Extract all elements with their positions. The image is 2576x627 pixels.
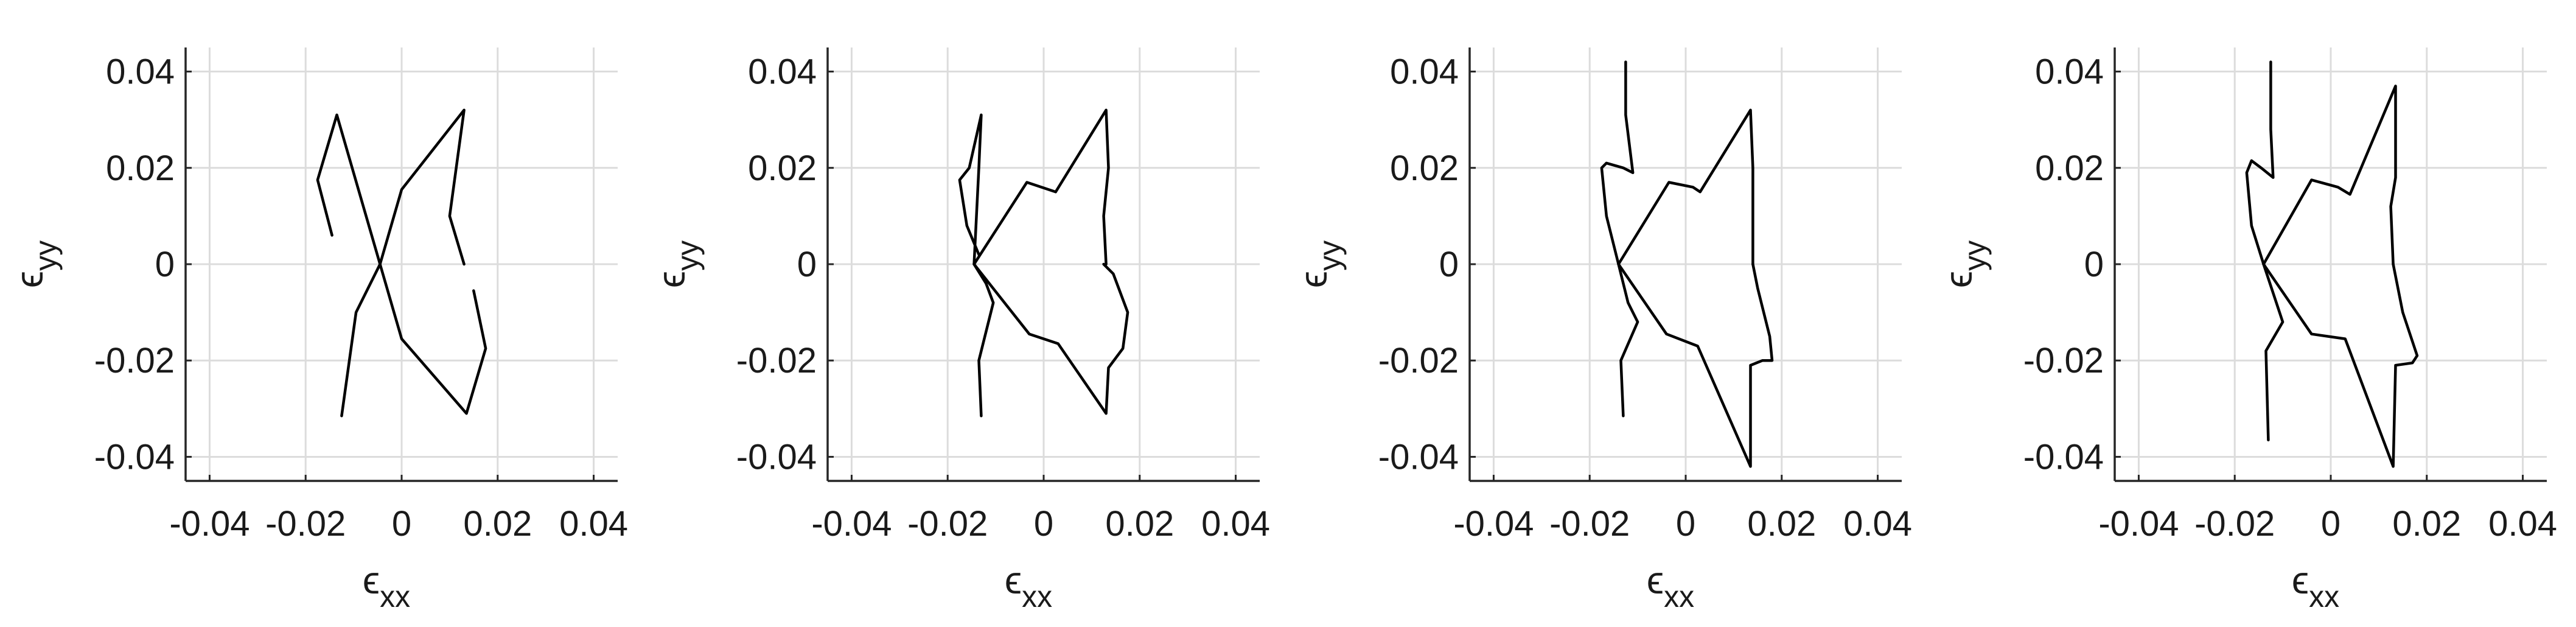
series-line-1	[958, 113, 983, 266]
chart-panel-3: -0.04 -0.02 0 0.02 0.04 -0.04 -0.02 0 0.02 0.04 ϵx…	[1291, 47, 1912, 614]
y-tick-label: 0	[2084, 245, 2104, 284]
y-tick-label: 0.04	[106, 52, 175, 92]
x-tick-label: -0.04	[811, 504, 892, 544]
y-tick-label: -0.02	[1378, 341, 1459, 380]
y-tick-label: -0.04	[2023, 437, 2104, 477]
y-tick-label: -0.04	[1378, 437, 1459, 477]
y-tick-label: 0	[797, 245, 817, 284]
series-line-3	[340, 262, 382, 418]
y-tick-label: -0.02	[736, 341, 817, 380]
x-tick-label: 0.04	[559, 504, 628, 544]
y-tick-label: 0.04	[748, 52, 817, 92]
x-tick-label: -0.02	[2194, 504, 2275, 544]
series-line-4	[972, 262, 1129, 415]
x-tick-label: 0.02	[2392, 504, 2461, 544]
series-line-1	[1600, 60, 1635, 266]
x-axis-label: ϵxx	[363, 558, 410, 614]
series-line-1	[2245, 60, 2275, 266]
y-axis-label: ϵyy	[649, 240, 705, 288]
y-tick-label: 0	[1439, 245, 1459, 284]
y-axis-label: ϵyy	[7, 240, 63, 288]
x-axis-label: ϵxx	[2292, 558, 2339, 614]
x-axis-label: ϵxx	[1005, 558, 1052, 614]
x-tick-label: 0	[392, 504, 411, 544]
series-line-4	[1617, 262, 1774, 468]
x-tick-label: -0.04	[169, 504, 250, 544]
chart-panel-1: -0.04 -0.02 0 0.02 0.04 -0.04 -0.02 0 0.02 0.04 ϵx…	[7, 47, 628, 614]
x-tick-label: 0	[1676, 504, 1695, 544]
series-line-4	[2262, 262, 2419, 468]
x-tick-label: 0	[2321, 504, 2340, 544]
y-axis-label: ϵyy	[1936, 240, 1992, 288]
y-tick-label: 0.02	[748, 149, 817, 188]
x-tick-label: 0	[1034, 504, 1053, 544]
y-tick-label: -0.02	[2023, 341, 2104, 380]
x-tick-label: 0.02	[1105, 504, 1174, 544]
y-tick-label: -0.04	[94, 437, 175, 477]
x-tick-label: 0.04	[1201, 504, 1270, 544]
y-axis-label: ϵyy	[1291, 240, 1347, 288]
x-tick-label: 0.02	[463, 504, 532, 544]
series-line-3	[972, 262, 995, 418]
series-line-2	[2262, 85, 2397, 266]
y-tick-label: -0.02	[94, 341, 175, 380]
y-tick-label: 0.02	[2035, 149, 2104, 188]
x-tick-label: -0.02	[265, 504, 346, 544]
x-tick-label: 0.02	[1747, 504, 1816, 544]
series-line-4	[379, 262, 487, 415]
series-line-3	[2262, 262, 2285, 442]
x-tick-label: -0.02	[907, 504, 988, 544]
x-axis-label: ϵxx	[1647, 558, 1694, 614]
y-tick-label: -0.04	[736, 437, 817, 477]
y-tick-label: 0.04	[1390, 52, 1459, 92]
chart-panel-2: -0.04 -0.02 0 0.02 0.04 -0.04 -0.02 0 0.02 0.04 ϵx…	[649, 47, 1270, 614]
x-tick-label: -0.04	[1453, 504, 1534, 544]
y-tick-label: 0.02	[106, 149, 175, 188]
y-tick-label: 0.02	[1390, 149, 1459, 188]
x-tick-label: 0.04	[1843, 504, 1912, 544]
x-tick-label: 0.04	[2488, 504, 2557, 544]
series-line-1	[316, 113, 382, 266]
y-tick-label: 0.04	[2035, 52, 2104, 92]
x-tick-label: -0.04	[2098, 504, 2179, 544]
series-line-2	[379, 108, 466, 266]
series-line-3	[1617, 262, 1639, 418]
series-line-2	[972, 108, 1110, 266]
x-tick-label: -0.02	[1549, 504, 1630, 544]
series-line-2	[1617, 108, 1754, 266]
y-tick-label: 0	[155, 245, 175, 284]
chart-panel-4: -0.04 -0.02 0 0.02 0.04 -0.04 -0.02 0 0.02 0.04 ϵx…	[1936, 47, 2557, 614]
